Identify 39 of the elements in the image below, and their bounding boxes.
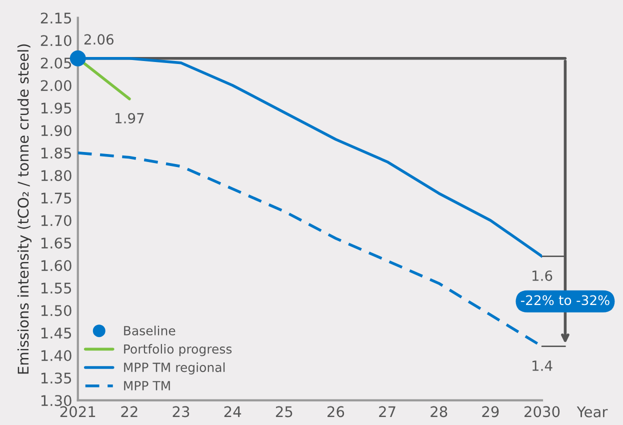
x-axis-title: Year — [576, 406, 608, 418]
y-tick-label: 1.55 — [41, 282, 72, 294]
x-tick-label: 28 — [430, 406, 448, 418]
y-tick-label: 1.35 — [41, 372, 72, 384]
y-tick-label: 1.70 — [41, 215, 72, 226]
x-tick-label: 2030 — [524, 406, 560, 418]
y-tick-label: 1.60 — [41, 260, 72, 272]
x-tick-label: 27 — [379, 406, 396, 417]
x-tick-label: 23 — [172, 406, 190, 418]
y-tick-label: 1.90 — [41, 125, 72, 136]
x-tick-label: 2021 — [60, 406, 96, 418]
data-label: 1.6 — [532, 270, 552, 281]
data-label: 1.4 — [532, 360, 552, 371]
data-label: 2.06 — [84, 34, 114, 45]
y-tick-label: 1.65 — [41, 238, 72, 249]
x-tick-label: 29 — [482, 406, 499, 418]
y-tick-label: 1.45 — [41, 328, 72, 339]
y-tick-label: 1.80 — [41, 170, 72, 182]
legend-label: Baseline — [124, 326, 176, 336]
y-tick-label: 1.85 — [41, 148, 72, 159]
y-tick-label: 1.50 — [41, 305, 72, 316]
y-tick-label: 2.15 — [40, 12, 72, 24]
x-tick-label: 26 — [328, 406, 344, 418]
x-tick-label: 24 — [224, 406, 242, 417]
x-tick-label: 22 — [121, 406, 138, 417]
y-tick-label: 2.10 — [40, 35, 72, 46]
y-tick-label: 1.30 — [41, 395, 72, 406]
legend-label: Portfolio progress — [124, 344, 232, 356]
annotation: -22% to -32% — [520, 295, 610, 306]
y-tick-label: 1.40 — [41, 350, 72, 362]
y-tick-label: 1.95 — [41, 102, 72, 114]
y-axis-title: Emissions intensity (tCO₂ / tonne crude steel) — [17, 44, 32, 374]
data-label: 1.97 — [116, 112, 144, 124]
y-tick-label: 2.00 — [40, 80, 72, 92]
legend-label: MPP TM regional — [124, 362, 225, 374]
y-tick-label: 2.05 — [40, 58, 72, 69]
y-tick-label: 1.75 — [41, 192, 72, 204]
x-tick-label: 25 — [276, 406, 292, 418]
legend-label: MPP TM — [124, 381, 170, 390]
